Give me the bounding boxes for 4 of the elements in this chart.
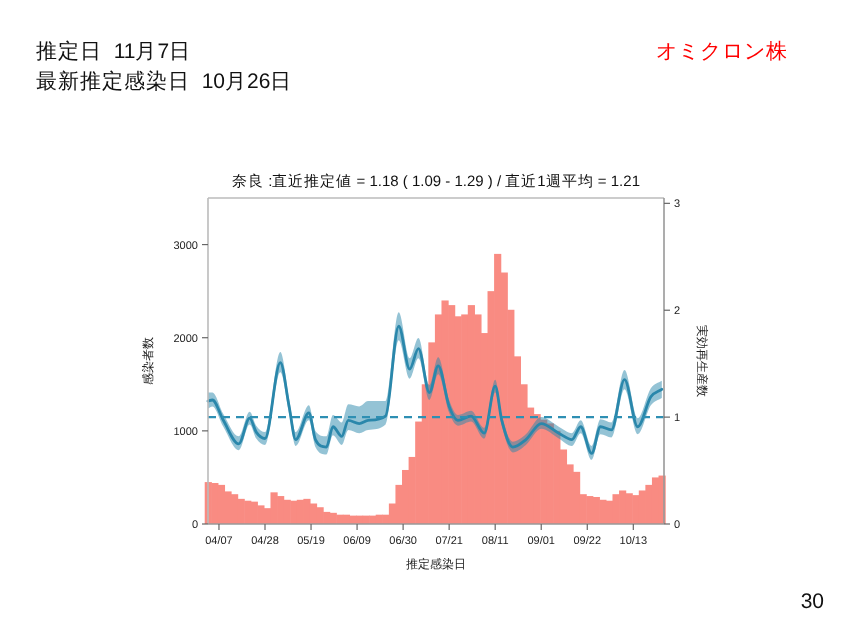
text: 30 xyxy=(800,590,825,614)
text: 推定日 11月7日 xyxy=(36,38,192,64)
text: 最新推定感染日 10月26日 xyxy=(36,68,293,94)
text: オミクロン株 xyxy=(656,38,788,64)
